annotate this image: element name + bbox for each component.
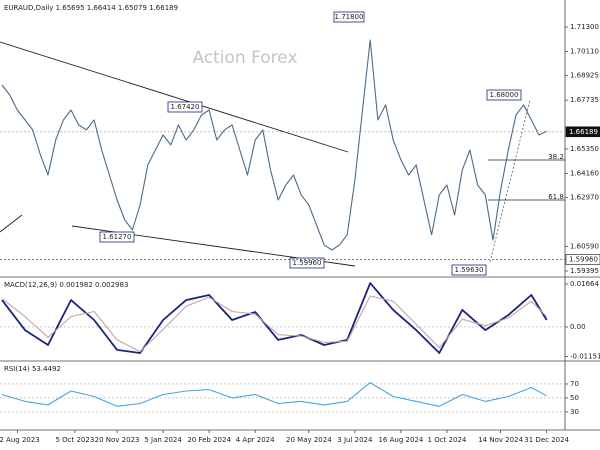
- annotation: 1.67420: [171, 103, 200, 111]
- x-tick-label: 4 Apr 2024: [236, 436, 275, 444]
- indicator-title: MACD(12,26,9) 0.001982 0.002983: [4, 281, 128, 289]
- y-tick-label: 70: [570, 380, 579, 388]
- price-label: 1.66189: [569, 128, 598, 136]
- price-label-box: [565, 254, 600, 265]
- annotation-box: [333, 11, 365, 23]
- annotation-box: [99, 231, 135, 243]
- series-line: [1, 39, 547, 251]
- fib-label: 38.2: [548, 153, 564, 161]
- y-tick-label: -0.01151: [570, 353, 600, 361]
- y-tick-label: 1.59395: [570, 267, 599, 275]
- y-tick-label: 1.71300: [570, 23, 599, 31]
- x-tick-label: 31 Dec 2024: [524, 436, 569, 444]
- y-tick-label: 1.62970: [570, 194, 599, 202]
- y-tick-label: 1.68925: [570, 72, 599, 80]
- y-tick-label: 0.01664: [570, 280, 599, 288]
- x-tick-label: 22 Aug 2023: [0, 436, 40, 444]
- annotation-box: [167, 101, 203, 113]
- y-tick-label: 1.67735: [570, 96, 599, 104]
- price-label-box: [565, 126, 600, 138]
- annotation: 1.59630: [455, 266, 484, 274]
- x-tick-label: 20 Feb 2024: [187, 436, 231, 444]
- chart-title: EURAUD,Daily 1.65695 1.66414 1.65079 1.6…: [4, 4, 178, 12]
- trend-line: [0, 41, 349, 153]
- x-tick-label: 14 Nov 2024: [478, 436, 523, 444]
- annotation: 1.61270: [103, 233, 132, 241]
- x-tick-label: 1 Oct 2024: [428, 436, 467, 444]
- annotation: 1.68000: [490, 91, 519, 99]
- x-tick-label: 5 Oct 2023: [55, 436, 94, 444]
- annotation-box: [451, 264, 487, 276]
- y-tick-label: 1.70110: [570, 47, 599, 55]
- annotation: 1.59960: [293, 259, 322, 267]
- fib-label: 61.8: [548, 193, 564, 201]
- y-tick-label: 1.64160: [570, 169, 599, 177]
- x-tick-label: 3 Jul 2024: [337, 436, 373, 444]
- y-tick-label: 50: [570, 394, 579, 402]
- series-line: [1, 295, 548, 353]
- y-tick-label: 1.60590: [570, 243, 599, 251]
- indicator-title: RSI(14) 53.4492: [4, 365, 61, 373]
- annotation-box: [289, 257, 325, 269]
- annotation-box: [486, 89, 522, 101]
- trend-line: [0, 214, 23, 233]
- x-tick-label: 16 Aug 2024: [378, 436, 423, 444]
- series-line: [1, 382, 547, 407]
- y-tick-label: 30: [570, 408, 579, 416]
- y-tick-label: 1.65350: [570, 145, 599, 153]
- watermark: Action Forex: [192, 48, 297, 68]
- x-tick-label: 20 May 2024: [286, 436, 332, 444]
- x-tick-label: 5 Jan 2024: [144, 436, 182, 444]
- x-tick-label: 20 Nov 2023: [95, 436, 140, 444]
- price-label: 1.59960: [569, 255, 598, 263]
- y-tick-label: 0.00: [570, 323, 586, 331]
- series-line: [1, 282, 548, 354]
- annotation: 1.71800: [335, 13, 364, 21]
